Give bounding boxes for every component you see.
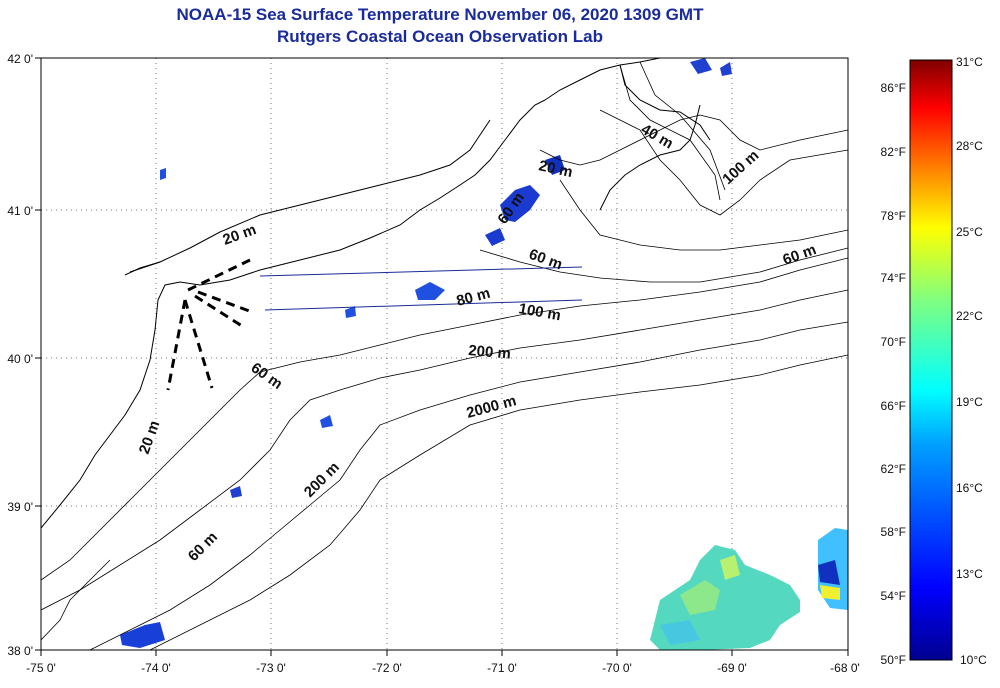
- bathymetry-contours: [41, 61, 848, 650]
- contour-label: 100 m: [719, 147, 762, 188]
- celsius-label: 13°C: [956, 567, 983, 581]
- axis-ticks: [35, 57, 849, 656]
- fahrenheit-label: 62°F: [881, 462, 906, 476]
- lon-label: -68 0': [830, 661, 860, 675]
- contour-label: 200 m: [301, 459, 343, 501]
- lat-label: 38 0': [7, 644, 33, 658]
- contour-label: 200 m: [468, 342, 512, 363]
- lat-label: 39 0': [7, 500, 33, 514]
- colorbar: 86°F 82°F 78°F 74°F 70°F 66°F 62°F 58°F …: [881, 55, 988, 667]
- fahrenheit-label: 50°F: [881, 653, 906, 667]
- contour-label: 40 m: [638, 121, 676, 153]
- lon-label: -73 0': [256, 661, 286, 675]
- lat-label: 40 0': [7, 352, 33, 366]
- fahrenheit-label: 70°F: [881, 335, 906, 349]
- longitude-labels: -75 0' -74 0' -73 0' -72 0' -71 0' -70 0…: [26, 661, 860, 675]
- contour-label: 80 m: [455, 285, 492, 310]
- lon-label: -70 0': [602, 661, 632, 675]
- contour-label: 2000 m: [465, 392, 519, 422]
- map-frame: [40, 57, 849, 651]
- transect-lines: [259, 266, 583, 311]
- contour-label: 60 m: [781, 241, 819, 269]
- lon-label: -74 0': [141, 661, 171, 675]
- grid-lines: [41, 58, 848, 650]
- lon-label: -75 0': [26, 661, 56, 675]
- lon-label: -72 0': [372, 661, 402, 675]
- sst-patches: [120, 58, 848, 650]
- fahrenheit-label: 66°F: [881, 399, 906, 413]
- contour-label: 20 m: [221, 221, 259, 249]
- celsius-label: 16°C: [956, 481, 983, 495]
- contour-label: 20 m: [136, 418, 164, 456]
- celsius-label: 10°C: [960, 653, 987, 667]
- lon-label: -69 0': [717, 661, 747, 675]
- map-content: 40 m 100 m 20 m 60 m 60 m 60 m 80 m 100 …: [41, 58, 848, 650]
- fahrenheit-label: 78°F: [881, 209, 906, 223]
- dashed-rays: [166, 258, 253, 391]
- contour-label: 100 m: [517, 300, 562, 324]
- colorbar-f-labels: 86°F 82°F 78°F 74°F 70°F 66°F 62°F 58°F …: [881, 81, 906, 667]
- contour-label: 60 m: [248, 359, 286, 393]
- fahrenheit-label: 74°F: [881, 271, 906, 285]
- lon-label: -71 0': [487, 661, 517, 675]
- celsius-label: 25°C: [956, 225, 983, 239]
- coastline: [41, 58, 711, 529]
- map-title: NOAA-15 Sea Surface Temperature November…: [176, 5, 704, 24]
- celsius-label: 22°C: [956, 309, 983, 323]
- contour-labels: 40 m 100 m 20 m 60 m 60 m 60 m 80 m 100 …: [136, 121, 819, 565]
- lat-label: 42 0': [7, 52, 33, 66]
- contour-label: 60 m: [185, 529, 221, 565]
- fahrenheit-label: 86°F: [881, 81, 906, 95]
- map-subtitle: Rutgers Coastal Ocean Observation Lab: [277, 27, 603, 46]
- colorbar-c-labels: 31°C 28°C 25°C 22°C 19°C 16°C 13°C 10°C: [956, 55, 987, 667]
- contour-label: 20 m: [537, 157, 574, 181]
- fahrenheit-label: 58°F: [881, 525, 906, 539]
- fahrenheit-label: 54°F: [881, 589, 906, 603]
- lat-label: 41 0': [7, 204, 33, 218]
- latitude-labels: 42 0' 41 0' 40 0' 39 0' 38 0': [7, 52, 33, 658]
- celsius-label: 31°C: [956, 55, 983, 69]
- celsius-label: 28°C: [956, 139, 983, 153]
- colorbar-gradient: [909, 59, 953, 661]
- fahrenheit-label: 82°F: [881, 145, 906, 159]
- celsius-label: 19°C: [956, 395, 983, 409]
- contour-label: 60 m: [527, 246, 565, 274]
